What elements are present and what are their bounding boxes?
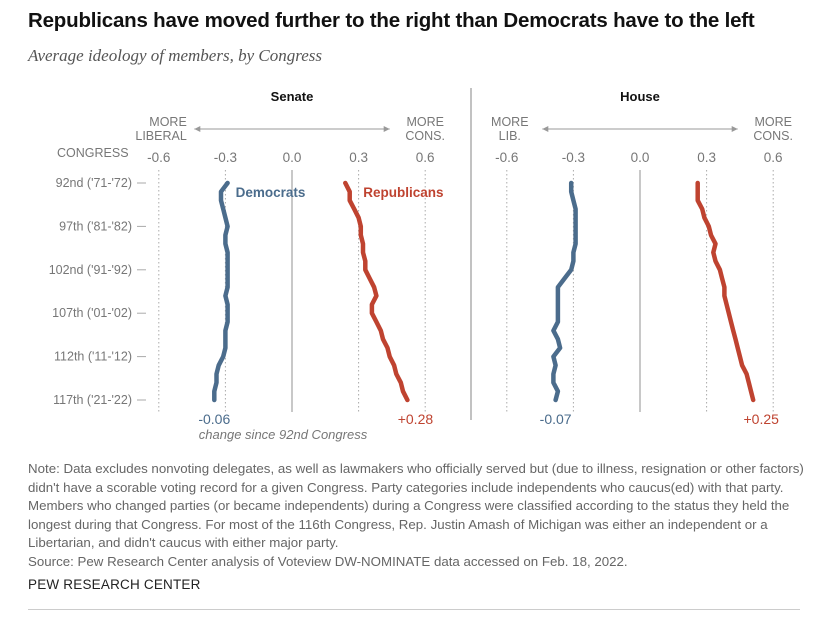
x-tick-label: -0.6 bbox=[147, 150, 170, 165]
x-tick-label: -0.3 bbox=[214, 150, 237, 165]
more-liberal-label: LIBERAL bbox=[135, 129, 186, 143]
arrow-left-icon bbox=[542, 126, 549, 132]
x-tick-label: 0.0 bbox=[631, 150, 650, 165]
y-tick-label: 112th ('11-'12) bbox=[54, 350, 132, 364]
more-liberal-label: MORE bbox=[491, 115, 529, 129]
arrow-right-icon bbox=[383, 126, 390, 132]
x-tick-label: -0.6 bbox=[495, 150, 518, 165]
y-tick-label: 117th ('21-'22) bbox=[53, 393, 132, 407]
arrow-right-icon bbox=[731, 126, 738, 132]
y-tick-label: 102nd ('91-'92) bbox=[49, 263, 132, 277]
note-text: Note: Data excludes nonvoting delegates,… bbox=[28, 461, 804, 550]
brand-logo-text: PEW RESEARCH CENTER bbox=[28, 577, 201, 592]
change-value-label: -0.07 bbox=[540, 411, 572, 427]
footer-divider bbox=[28, 609, 800, 610]
panel-title: House bbox=[620, 89, 660, 104]
change-value-label: +0.25 bbox=[744, 411, 780, 427]
y-axis-label: CONGRESS bbox=[57, 146, 129, 160]
change-value-label: -0.06 bbox=[198, 411, 230, 427]
arrow-left-icon bbox=[194, 126, 201, 132]
x-tick-label: 0.6 bbox=[764, 150, 783, 165]
series-line-democrats-senate bbox=[212, 180, 230, 403]
chart-note: Note: Data excludes nonvoting delegates,… bbox=[28, 460, 808, 571]
series-line-republicans-senate bbox=[343, 180, 410, 403]
x-tick-label: 0.0 bbox=[283, 150, 302, 165]
x-tick-label: 0.3 bbox=[349, 150, 368, 165]
more-conservative-label: CONS. bbox=[405, 129, 445, 143]
x-tick-label: -0.3 bbox=[562, 150, 585, 165]
more-conservative-label: CONS. bbox=[753, 129, 793, 143]
more-conservative-label: MORE bbox=[754, 115, 792, 129]
series-legend-label-democrats: Democrats bbox=[236, 185, 306, 200]
chart-subtitle: Average ideology of members, by Congress bbox=[28, 46, 322, 65]
series-line-democrats-house bbox=[551, 180, 578, 403]
more-liberal-label: MORE bbox=[149, 115, 187, 129]
panel-title: Senate bbox=[271, 89, 314, 104]
chart-svg: CONGRESS 92nd ('71-'72) 97th ('81-'82) 102n… bbox=[49, 88, 793, 442]
y-tick-label: 107th ('01-'02) bbox=[52, 306, 132, 320]
change-value-label: +0.28 bbox=[398, 411, 434, 427]
change-caption: change since 92nd Congress bbox=[199, 427, 368, 442]
more-conservative-label: MORE bbox=[406, 115, 444, 129]
more-liberal-label: LIB. bbox=[499, 129, 521, 143]
x-tick-label: 0.6 bbox=[416, 150, 435, 165]
source-text: Source: Pew Research Center analysis of … bbox=[28, 553, 628, 569]
series-line-republicans-house bbox=[695, 180, 756, 403]
y-tick-label: 92nd ('71-'72) bbox=[56, 176, 132, 190]
y-tick-label: 97th ('81-'82) bbox=[59, 219, 132, 233]
chart-title: Republicans have moved further to the ri… bbox=[28, 9, 755, 32]
series-legend-label-republicans: Republicans bbox=[363, 185, 443, 200]
x-tick-label: 0.3 bbox=[697, 150, 716, 165]
